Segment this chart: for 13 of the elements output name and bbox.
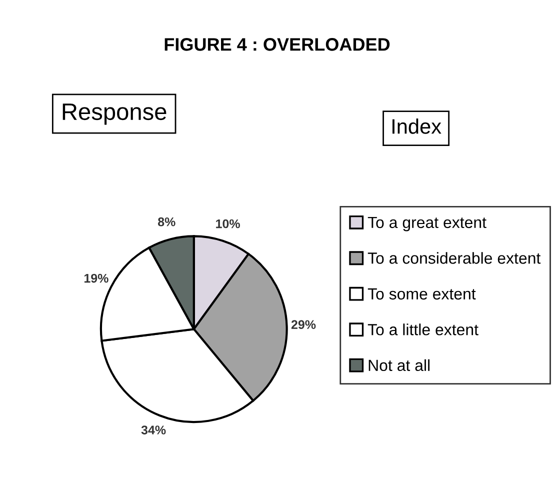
text: Index — [392, 118, 442, 134]
legend-label: To some extent — [368, 288, 476, 300]
legend-label: To a considerable extent — [368, 252, 541, 264]
legend-label: To a little extent — [368, 324, 478, 336]
legend-label: To a great extent — [368, 216, 486, 232]
chart-title: FIGURE 4 : OVERLOADED — [164, 38, 390, 51]
legend-label: Not at all — [368, 359, 430, 372]
data-label: 10% — [216, 219, 240, 228]
data-label: 8% — [158, 217, 176, 226]
text: Response — [62, 104, 166, 125]
data-label: 34% — [141, 426, 166, 434]
data-label: 19% — [84, 274, 108, 283]
data-label: 29% — [291, 320, 316, 330]
